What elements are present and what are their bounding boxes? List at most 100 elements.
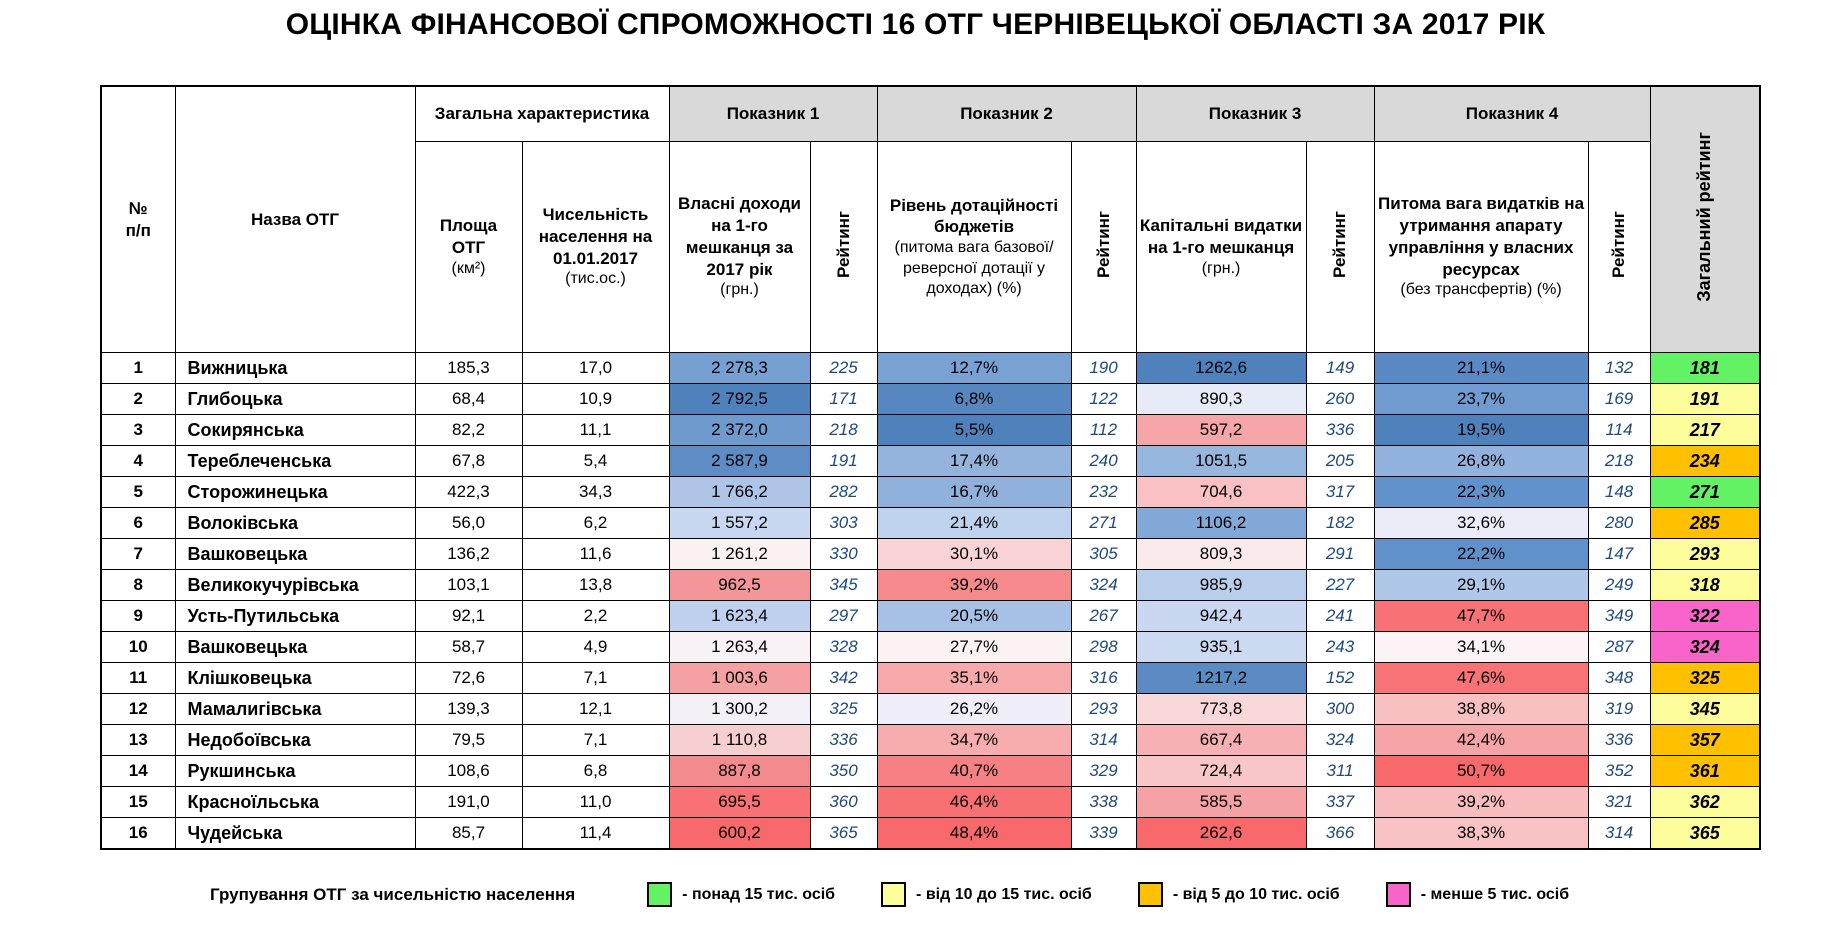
p1-value-cell: 2 792,5 [668, 383, 811, 415]
p4-rating-cell: 319 [1587, 693, 1651, 725]
area-cell: 139,3 [414, 693, 523, 725]
p1-rating-cell: 336 [809, 724, 878, 756]
p3-value-cell: 1051,5 [1135, 445, 1307, 477]
col-header-p3-value: Капітальні видатки на 1-го мешканця (грн… [1135, 141, 1307, 353]
p1-value-cell: 695,5 [668, 786, 811, 818]
p2-value-cell: 12,7% [876, 352, 1072, 384]
table-container: № п/п Назва ОТГ Загальна характеристика … [100, 85, 1762, 850]
otg-name-cell: Усть-Путильська [174, 600, 416, 632]
p1-rating-cell: 218 [809, 414, 878, 446]
col-header-p2-value: Рівень дотаційності бюджетів (питома ваг… [876, 141, 1072, 353]
legend-item-label: - менше 5 тис. осіб [1420, 885, 1570, 903]
p1-rating-cell: 328 [809, 631, 878, 663]
population-cell: 11,0 [521, 786, 670, 818]
p3-value-cell: 1106,2 [1135, 507, 1307, 539]
p4-rating-cell: 314 [1587, 817, 1651, 850]
area-cell: 108,6 [414, 755, 523, 787]
p4-rating-cell: 132 [1587, 352, 1651, 384]
p2-rating-cell: 339 [1070, 817, 1137, 850]
p2-value-cell: 27,7% [876, 631, 1072, 663]
p2-rating-cell: 298 [1070, 631, 1137, 663]
p2-value-cell: 30,1% [876, 538, 1072, 570]
p3-value-cell: 935,1 [1135, 631, 1307, 663]
p4-rating-cell: 114 [1587, 414, 1651, 446]
col-header-p1-value: Власні доходи на 1-го мешканця за 2017 р… [668, 141, 811, 353]
table-body: 1 Вижницька 185,3 17,0 2 278,3 225 12,7% 190 126… [100, 352, 1761, 850]
p3-rating-cell: 300 [1305, 693, 1375, 725]
group-header-general: Загальна характеристика [414, 85, 670, 142]
p2-value-cell: 16,7% [876, 476, 1072, 508]
otg-name-cell: Сокирянська [174, 414, 416, 446]
otg-name-cell: Тереблеченська [174, 445, 416, 477]
col-header-p2-rating: Рейтинг [1070, 141, 1137, 353]
p2-value-cell: 17,4% [876, 445, 1072, 477]
legend-item: - менше 5 тис. осіб [1385, 882, 1570, 907]
row-number-cell: 5 [100, 476, 176, 508]
otg-name-cell: Глибоцька [174, 383, 416, 415]
table-header: № п/п Назва ОТГ Загальна характеристика … [100, 85, 1761, 353]
p1-value-cell: 1 300,2 [668, 693, 811, 725]
p1-rating-cell: 342 [809, 662, 878, 694]
p3-rating-cell: 324 [1305, 724, 1375, 756]
col-header-p3-rating: Рейтинг [1305, 141, 1375, 353]
overall-rating-cell: 322 [1649, 600, 1761, 632]
p2-value-cell: 35,1% [876, 662, 1072, 694]
p3-rating-cell: 149 [1305, 352, 1375, 384]
table-row: 14 Рукшинська 108,6 6,8 887,8 350 40,7% 329 724,… [100, 755, 1761, 787]
population-cell: 2,2 [521, 600, 670, 632]
population-cell: 7,1 [521, 724, 670, 756]
p1-value-cell: 1 263,4 [668, 631, 811, 663]
p3-value-cell: 809,3 [1135, 538, 1307, 570]
area-cell: 85,7 [414, 817, 523, 850]
overall-rating-cell: 345 [1649, 693, 1761, 725]
legend-color-swatch [1385, 882, 1411, 907]
legend-item-label: - від 5 до 10 тис. осіб [1172, 885, 1340, 903]
overall-rating-cell: 234 [1649, 445, 1761, 477]
otg-name-cell: Сторожинецька [174, 476, 416, 508]
otg-name-cell: Рукшинська [174, 755, 416, 787]
group-header-indicator2: Показник 2 [876, 85, 1137, 142]
overall-rating-cell: 293 [1649, 538, 1761, 570]
table-row: 2 Глибоцька 68,4 10,9 2 792,5 171 6,8% 122 890,3… [100, 383, 1761, 415]
p2-value-cell: 40,7% [876, 755, 1072, 787]
p3-value-cell: 985,9 [1135, 569, 1307, 601]
row-number-cell: 2 [100, 383, 176, 415]
overall-rating-cell: 324 [1649, 631, 1761, 663]
p2-rating-cell: 314 [1070, 724, 1137, 756]
legend-item-label: - понад 15 тис. осіб [682, 885, 836, 903]
p1-rating-cell: 282 [809, 476, 878, 508]
p2-rating-cell: 122 [1070, 383, 1137, 415]
p4-value-cell: 39,2% [1373, 786, 1589, 818]
row-number-cell: 11 [100, 662, 176, 694]
p4-rating-cell: 321 [1587, 786, 1651, 818]
otg-name-cell: Чудейська [174, 817, 416, 850]
legend-color-swatch [881, 882, 907, 907]
area-cell: 422,3 [414, 476, 523, 508]
p3-value-cell: 773,8 [1135, 693, 1307, 725]
population-cell: 4,9 [521, 631, 670, 663]
p4-value-cell: 21,1% [1373, 352, 1589, 384]
area-cell: 191,0 [414, 786, 523, 818]
area-cell: 67,8 [414, 445, 523, 477]
overall-rating-cell: 285 [1649, 507, 1761, 539]
otg-name-cell: Волоківська [174, 507, 416, 539]
p4-rating-cell: 336 [1587, 724, 1651, 756]
table-row: 6 Волоківська 56,0 6,2 1 557,2 303 21,4% 271 110… [100, 507, 1761, 539]
p1-rating-cell: 303 [809, 507, 878, 539]
p4-value-cell: 22,3% [1373, 476, 1589, 508]
p1-value-cell: 2 278,3 [668, 352, 811, 384]
overall-rating-cell: 357 [1649, 724, 1761, 756]
p2-rating-cell: 338 [1070, 786, 1137, 818]
p3-rating-cell: 291 [1305, 538, 1375, 570]
table-row: 9 Усть-Путильська 92,1 2,2 1 623,4 297 20,5% 26… [100, 600, 1761, 632]
p1-rating-cell: 297 [809, 600, 878, 632]
group-header-indicator1: Показник 1 [668, 85, 878, 142]
p3-rating-cell: 337 [1305, 786, 1375, 818]
col-header-p4-value: Питома вага видатків на утримання апарат… [1373, 141, 1589, 353]
row-number-cell: 1 [100, 352, 176, 384]
p4-value-cell: 50,7% [1373, 755, 1589, 787]
p2-value-cell: 21,4% [876, 507, 1072, 539]
legend-item: - від 10 до 15 тис. осіб [881, 882, 1092, 907]
col-header-otg-name: Назва ОТГ [174, 85, 416, 353]
p3-value-cell: 597,2 [1135, 414, 1307, 446]
